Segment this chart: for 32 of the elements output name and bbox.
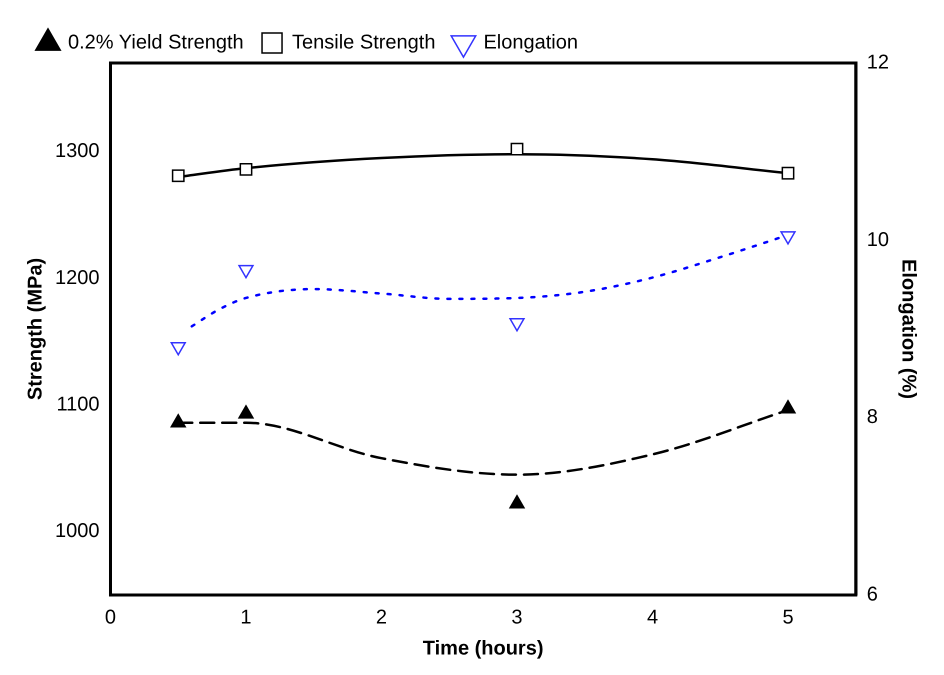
x-tick-label: 2	[376, 606, 388, 629]
legend-label: Elongation	[483, 32, 578, 54]
y-tick-label: 1200	[54, 266, 100, 289]
y-tick-label: 1300	[54, 140, 100, 162]
point	[238, 405, 254, 419]
point	[172, 169, 185, 182]
point	[240, 162, 252, 176]
y2-tick-label: 10	[866, 228, 890, 251]
point	[782, 166, 794, 180]
y-tick-label: 1000	[54, 520, 100, 542]
y-tick-label: 1100	[56, 394, 100, 416]
point	[238, 264, 254, 278]
y2-tick-label: 8	[866, 406, 878, 428]
y2-tick-label: 12	[866, 52, 890, 74]
point	[780, 231, 796, 245]
x-axis-title: Time (hours)	[422, 638, 544, 660]
point	[170, 342, 186, 356]
x-tick-label: 0	[104, 606, 116, 629]
point	[510, 142, 524, 156]
point	[780, 400, 796, 414]
legend-label: 0.2% Yield Strength	[68, 32, 244, 54]
point	[509, 318, 525, 332]
x-tick-label: 1	[240, 606, 252, 629]
y-axis-title: Strength (MPa)	[24, 258, 47, 400]
x-tick-label: 5	[782, 606, 794, 629]
point	[509, 495, 525, 509]
y2-axis-title: Elongation (%)	[897, 259, 920, 399]
point	[170, 414, 186, 428]
legend-label: Tensile Strength	[292, 32, 436, 54]
y2-tick-label: 6	[866, 584, 878, 606]
x-tick-label: 3	[511, 606, 523, 629]
x-tick-label: 4	[646, 606, 658, 629]
